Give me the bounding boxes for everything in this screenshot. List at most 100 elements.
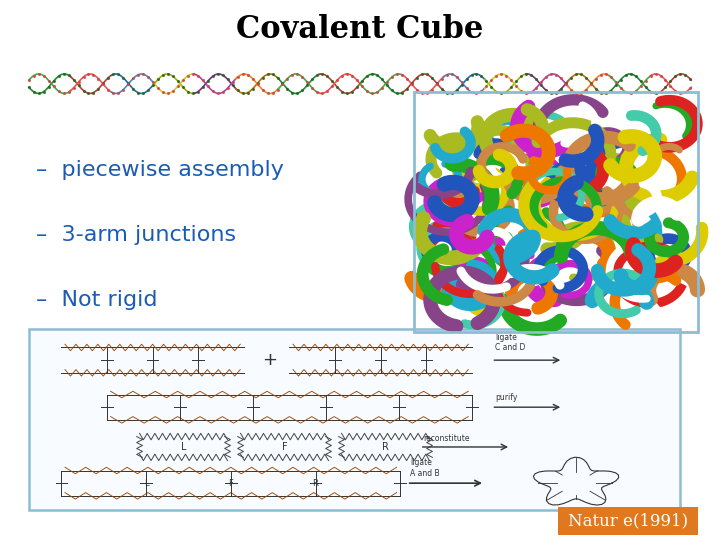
Point: [271, 85, 283, 94]
Text: F: F: [282, 442, 287, 452]
Point: [456, 78, 467, 86]
Point: [486, 76, 498, 85]
Point: [312, 88, 323, 97]
Point: [545, 89, 557, 98]
Point: [247, 75, 258, 83]
Point: [416, 70, 428, 79]
Point: [103, 73, 114, 82]
Point: [570, 70, 582, 79]
Point: [401, 85, 413, 93]
Point: [117, 73, 129, 82]
Point: [68, 84, 79, 92]
FancyBboxPatch shape: [29, 329, 680, 510]
Point: [112, 89, 124, 97]
Point: [312, 71, 323, 79]
Point: [158, 71, 169, 79]
Point: [441, 71, 452, 79]
Point: [620, 88, 631, 97]
Point: [88, 88, 99, 97]
Point: [575, 70, 587, 79]
Point: [680, 88, 691, 97]
Point: [237, 89, 248, 98]
Point: [356, 82, 368, 91]
Point: [505, 83, 517, 91]
Point: [565, 73, 577, 82]
Point: [83, 89, 94, 98]
Point: [381, 81, 392, 90]
Point: [500, 87, 512, 96]
Text: Covalent Cube: Covalent Cube: [236, 14, 484, 45]
Point: [88, 71, 99, 79]
Point: [670, 86, 681, 95]
Point: [187, 89, 199, 98]
Point: [292, 89, 303, 98]
Point: [43, 83, 55, 91]
Point: [167, 72, 179, 80]
Point: [426, 85, 438, 94]
Point: [297, 73, 308, 82]
Point: [560, 79, 572, 87]
Text: reconstitute: reconstitute: [423, 434, 470, 443]
Point: [649, 89, 661, 98]
Point: [158, 88, 169, 97]
Text: ligate
A and B: ligate A and B: [410, 458, 440, 478]
Point: [620, 71, 631, 79]
Point: [122, 79, 134, 87]
Point: [550, 70, 562, 79]
FancyBboxPatch shape: [558, 507, 698, 535]
Text: ligate
C and D: ligate C and D: [495, 333, 526, 352]
Point: [466, 71, 477, 79]
Text: –  3-arm junctions: – 3-arm junctions: [36, 225, 236, 245]
Point: [287, 70, 298, 79]
Point: [451, 73, 462, 82]
Point: [107, 70, 119, 79]
Point: [536, 78, 547, 86]
Text: F: F: [228, 478, 233, 488]
Point: [625, 89, 636, 98]
Point: [510, 82, 522, 90]
Point: [471, 89, 482, 98]
Point: [471, 70, 482, 78]
Point: [516, 87, 527, 96]
Text: +: +: [262, 351, 277, 369]
Point: [361, 72, 373, 80]
Point: [346, 87, 358, 96]
Point: [177, 76, 189, 85]
Point: [346, 71, 358, 80]
Point: [192, 87, 204, 96]
Point: [495, 70, 507, 78]
Point: [421, 89, 433, 97]
Point: [490, 71, 502, 80]
Point: [267, 89, 279, 97]
Point: [48, 82, 60, 91]
Point: [222, 84, 233, 92]
Point: [103, 85, 114, 94]
Point: [282, 74, 293, 83]
Point: [521, 70, 532, 78]
Point: [595, 88, 606, 97]
Point: [322, 87, 333, 96]
Point: [461, 84, 472, 92]
Point: [396, 70, 408, 79]
Point: [336, 87, 348, 96]
Point: [377, 84, 388, 92]
Point: [481, 82, 492, 91]
Point: [570, 89, 582, 97]
Point: [122, 80, 134, 89]
Point: [386, 86, 397, 94]
Point: [366, 70, 378, 78]
Point: [411, 73, 423, 82]
Point: [401, 74, 413, 83]
Point: [351, 76, 363, 85]
Point: [605, 72, 616, 81]
Point: [38, 87, 50, 96]
Point: [276, 79, 288, 87]
Point: [590, 84, 602, 93]
Point: [78, 72, 89, 81]
Point: [670, 72, 681, 81]
Point: [625, 70, 636, 78]
Point: [555, 85, 567, 93]
Point: [372, 88, 383, 97]
Point: [172, 77, 184, 86]
Point: [560, 80, 572, 89]
